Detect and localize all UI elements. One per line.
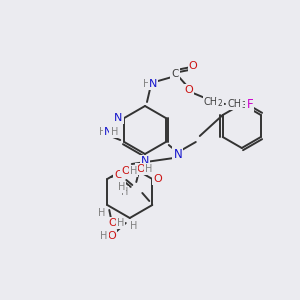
Text: CH: CH xyxy=(204,97,218,107)
Text: H: H xyxy=(118,182,125,192)
Text: N: N xyxy=(149,79,157,89)
Text: H: H xyxy=(110,127,118,137)
Text: H: H xyxy=(145,164,152,174)
Text: O: O xyxy=(136,164,145,174)
Text: N: N xyxy=(173,148,182,160)
Text: H: H xyxy=(117,218,124,228)
Text: H: H xyxy=(143,79,151,89)
Text: H: H xyxy=(121,187,128,197)
Text: F: F xyxy=(247,98,253,110)
Text: N: N xyxy=(141,156,149,166)
Text: 2: 2 xyxy=(218,100,222,109)
Text: CH: CH xyxy=(228,99,242,109)
Text: N: N xyxy=(104,127,112,137)
Text: C: C xyxy=(171,69,179,79)
Text: N: N xyxy=(114,113,122,123)
Text: O: O xyxy=(189,61,197,71)
Text: O: O xyxy=(184,85,194,95)
Text: 3: 3 xyxy=(242,101,246,110)
Text: O: O xyxy=(114,170,123,180)
Text: O: O xyxy=(121,166,130,176)
Text: H: H xyxy=(130,166,137,176)
Text: O: O xyxy=(107,231,116,241)
Text: H: H xyxy=(100,231,107,241)
Text: O: O xyxy=(108,218,117,228)
Text: H: H xyxy=(98,208,105,218)
Text: O: O xyxy=(153,174,162,184)
Text: H: H xyxy=(98,127,106,137)
Text: H: H xyxy=(130,221,137,231)
